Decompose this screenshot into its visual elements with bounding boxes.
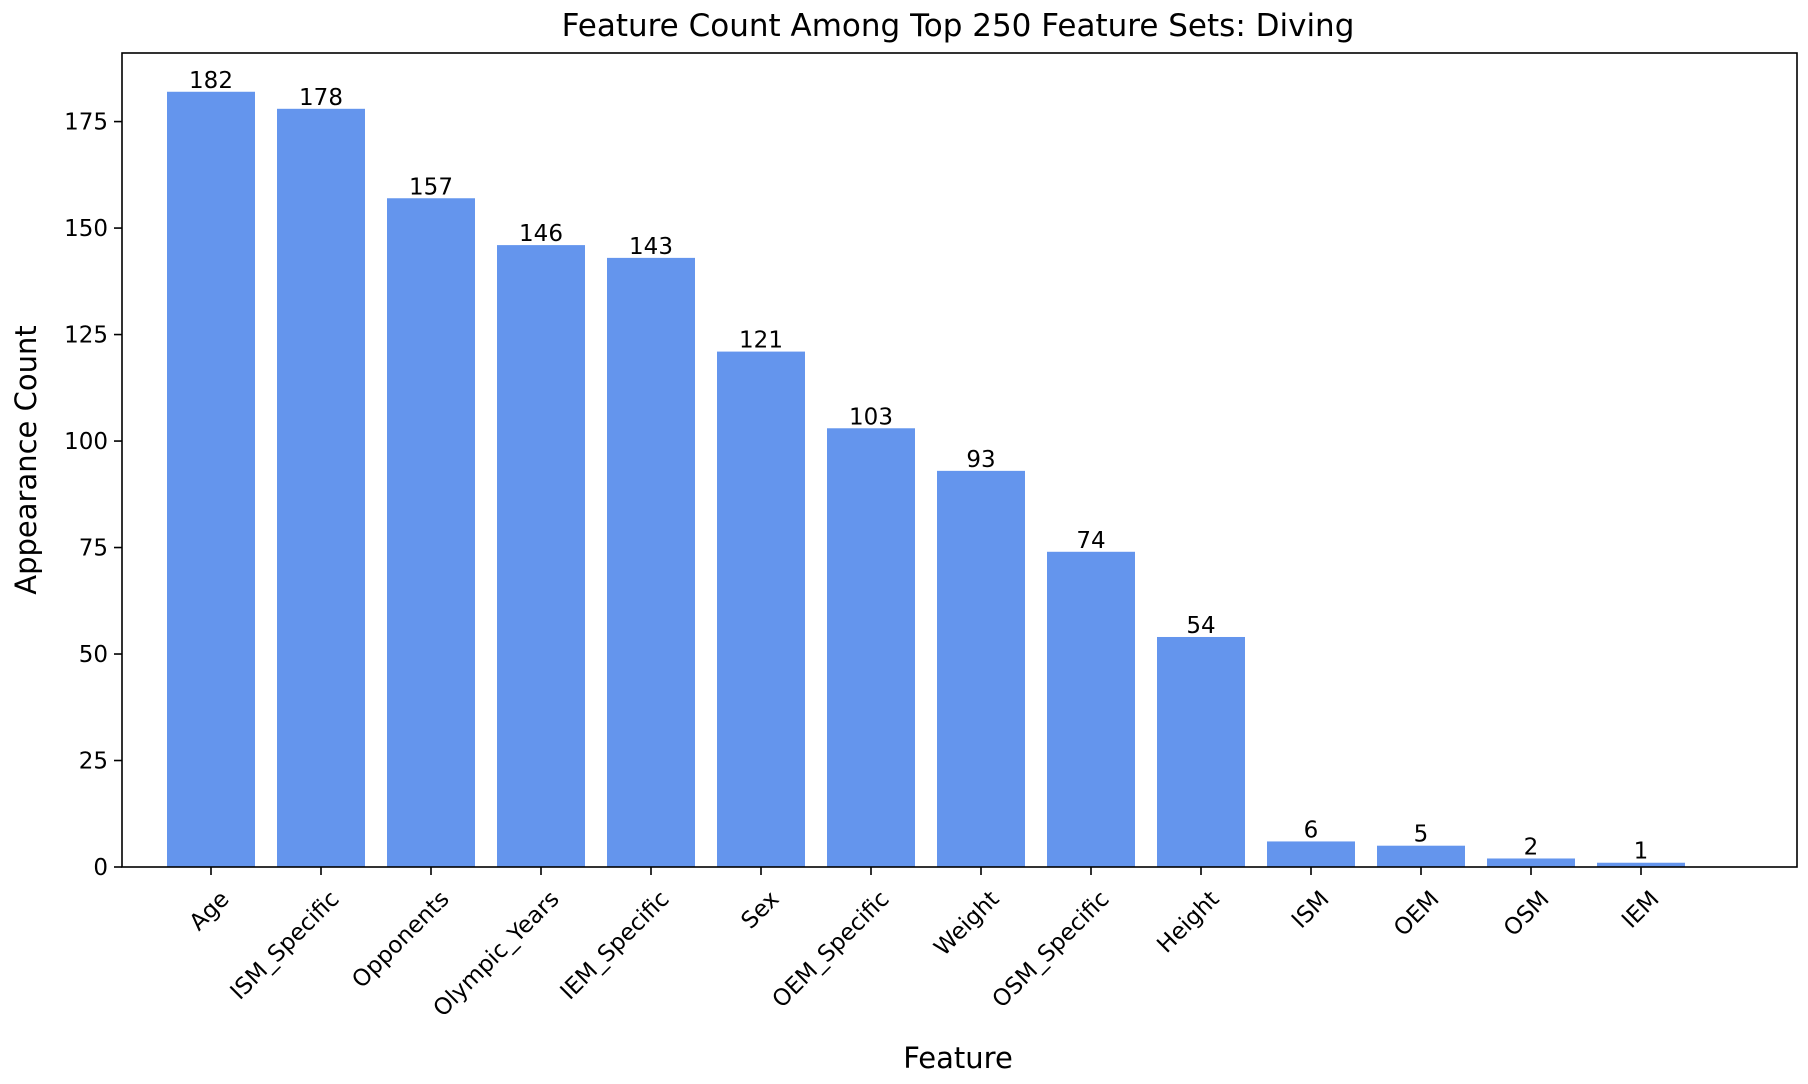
plot-frame — [121, 52, 1798, 868]
y-tick-label: 0 — [93, 855, 108, 881]
bar-value-label: 146 — [519, 221, 563, 247]
y-tick-label: 100 — [64, 429, 108, 455]
bar-value-label: 74 — [1076, 528, 1105, 554]
bar-ism-specific — [277, 108, 365, 868]
bar-osm — [1487, 858, 1575, 867]
x-tick-label: OEM — [1389, 886, 1444, 941]
bar-height — [1157, 636, 1245, 867]
bar-value-label: 6 — [1304, 817, 1319, 843]
bar-value-label: 157 — [409, 174, 453, 200]
bar-age — [167, 91, 255, 867]
bar-value-label: 1 — [1634, 839, 1649, 865]
x-tick-label: Sex — [736, 886, 784, 934]
y-tick-label: 175 — [64, 110, 108, 136]
x-tick-label: OSM_Specific — [988, 886, 1115, 1013]
x-tick-label: IEM_Specific — [556, 886, 675, 1005]
x-tick-label: ISM — [1287, 886, 1335, 934]
bar-iem — [1597, 862, 1685, 867]
y-axis: 0 25 50 75 100 125 150 175 — [64, 110, 122, 881]
bar-value-label: 5 — [1414, 822, 1429, 848]
y-tick-label: 125 — [64, 323, 108, 349]
x-tick-label: Weight — [930, 886, 1005, 961]
bar-opponents — [387, 198, 475, 867]
bar-value-label: 93 — [966, 447, 995, 473]
bar-value-label: 2 — [1524, 834, 1539, 860]
bar-iem-specific — [607, 257, 695, 867]
x-tick-label: IEM — [1617, 886, 1664, 933]
y-axis-label: Appearance Count — [9, 325, 43, 594]
bar-weight — [937, 470, 1025, 867]
x-tick-label: Height — [1152, 886, 1224, 958]
bar-oem — [1377, 845, 1465, 867]
x-tick-label: ISM_Specific — [226, 886, 345, 1005]
bar-value-label: 178 — [299, 85, 343, 111]
bar-value-label: 121 — [739, 328, 783, 354]
y-tick-label: 25 — [79, 749, 108, 775]
x-tick-label: Age — [185, 886, 235, 936]
x-tick-label: OEM_Specific — [768, 886, 895, 1013]
x-tick-label: Opponents — [347, 886, 454, 993]
y-tick-label: 75 — [79, 536, 108, 562]
chart-title: Feature Count Among Top 250 Feature Sets… — [562, 8, 1355, 44]
bar-value-label: 143 — [629, 234, 673, 260]
bar-sex — [717, 351, 805, 868]
bar-value-label: 103 — [849, 404, 893, 430]
y-tick-label: 50 — [79, 642, 108, 668]
bar-oem-specific — [827, 428, 915, 867]
x-tick-label: OSM — [1499, 886, 1555, 942]
value-labels-layer: 182 178 157 146 143 121 103 93 74 54 6 5 2 1 — [189, 68, 1648, 865]
bar-osm-specific — [1047, 551, 1135, 867]
bar-ism — [1267, 841, 1355, 867]
x-axis-label: Feature — [903, 1041, 1013, 1075]
bar-olympic-years — [497, 245, 585, 868]
bar-value-label: 182 — [189, 68, 233, 94]
bar-value-label: 54 — [1186, 613, 1215, 639]
bars-layer — [167, 91, 1685, 868]
y-tick-label: 150 — [64, 216, 108, 242]
